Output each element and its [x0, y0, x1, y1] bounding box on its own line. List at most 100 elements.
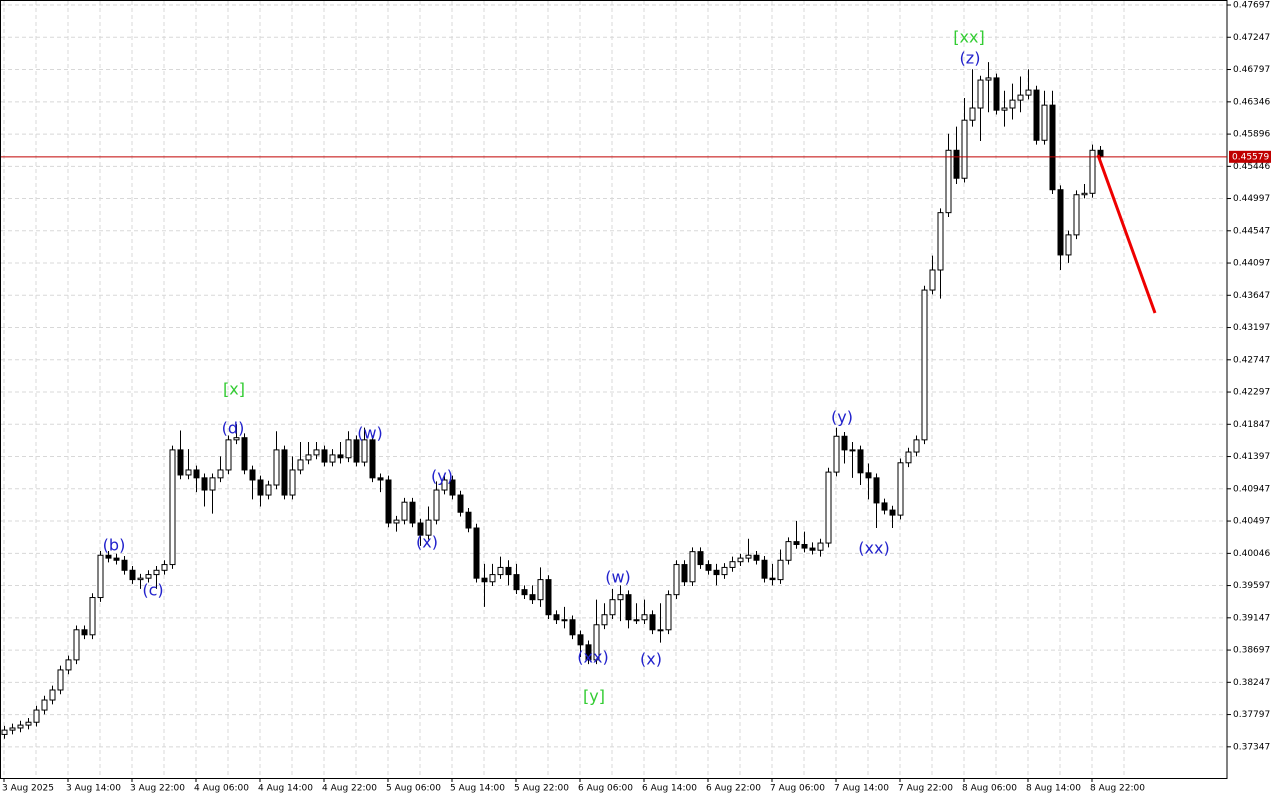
y-tick-label: 0.38247 [1233, 678, 1270, 688]
y-tick-label: 0.37347 [1233, 742, 1270, 752]
wave-label: [x] [223, 380, 245, 399]
y-tick-label: 0.44547 [1233, 226, 1270, 236]
candle-body [857, 449, 864, 474]
wave-label: (z) [960, 49, 981, 68]
candle-body [929, 269, 936, 291]
candle-body [1081, 192, 1088, 196]
forecast-arrow [1096, 154, 1157, 314]
y-tick-label: 0.38697 [1233, 646, 1270, 656]
candle-body [9, 727, 16, 731]
y-tick-label: 0.47247 [1233, 33, 1270, 43]
candle-body [25, 721, 32, 726]
candle-body [745, 554, 752, 559]
candle-body [105, 554, 112, 559]
candle-body [185, 469, 192, 476]
candle-body [993, 77, 1000, 111]
candle-body [801, 543, 808, 549]
candle-body [945, 149, 952, 214]
y-tick-label: 0.46797 [1233, 65, 1270, 75]
wave-label: (xx) [577, 648, 608, 667]
wave-label: (x) [640, 650, 662, 669]
x-tick-label: 3 Aug 22:00 [130, 784, 185, 794]
candle-body [409, 501, 416, 524]
candle-body [737, 557, 744, 563]
y-tick-label: 0.41397 [1233, 452, 1270, 462]
candle-body [193, 469, 200, 479]
candle-body [873, 477, 880, 504]
candle-body [169, 449, 176, 566]
candle-body [649, 614, 656, 631]
candle-body [1065, 234, 1072, 256]
candle-body [561, 619, 568, 622]
candle-body [201, 477, 208, 491]
candle-body [601, 614, 608, 626]
candle-body [473, 527, 480, 579]
y-tick-label: 0.46346 [1233, 97, 1270, 107]
candle-body [825, 471, 832, 544]
candle-body [449, 479, 456, 496]
candle-body [497, 566, 504, 576]
wave-label: (xx) [858, 539, 889, 558]
x-tick-label: 7 Aug 14:00 [834, 784, 889, 794]
candle-body [713, 569, 720, 576]
candle-body [1009, 99, 1016, 109]
candle-body [817, 542, 824, 551]
wave-label: (c) [142, 581, 163, 600]
wave-label: (d) [222, 419, 245, 438]
wave-label: (b) [103, 536, 126, 555]
candle-body [849, 449, 856, 452]
candle-body [297, 459, 304, 471]
y-tick-label: 0.44997 [1233, 194, 1270, 204]
wave-label: (x) [416, 533, 438, 552]
candle-body [49, 689, 56, 701]
candle-body [377, 477, 384, 481]
candle-body [481, 577, 488, 583]
candle-body [921, 289, 928, 441]
x-tick-label: 5 Aug 06:00 [386, 784, 441, 794]
plot-border [0, 0, 1228, 779]
candle-body [793, 541, 800, 545]
candle-body [369, 439, 376, 479]
candle-body [209, 477, 216, 491]
candle-body [905, 451, 912, 464]
candle-body [537, 579, 544, 601]
x-tick-label: 4 Aug 14:00 [258, 784, 313, 794]
candle-body [1089, 149, 1096, 194]
candle-body [513, 574, 520, 591]
x-tick-label: 6 Aug 06:00 [578, 784, 633, 794]
candle-body [977, 79, 984, 109]
candle-body [305, 454, 312, 461]
candle-body [113, 557, 120, 561]
candle-body [89, 597, 96, 636]
candle-body [177, 449, 184, 476]
y-tick-label: 0.45446 [1233, 162, 1270, 172]
x-tick-label: 5 Aug 22:00 [514, 784, 569, 794]
candle-body [969, 107, 976, 121]
y-tick-label: 0.39597 [1233, 581, 1270, 591]
candle-body [265, 484, 272, 496]
y-tick-label: 0.40947 [1233, 484, 1270, 494]
candle-body [233, 437, 240, 441]
candle-body [785, 541, 792, 561]
candle-body [337, 454, 344, 459]
wave-label: [xx] [953, 28, 984, 47]
candle-body [697, 551, 704, 566]
candle-body [617, 594, 624, 601]
candle-body [33, 709, 40, 723]
candle-body [577, 634, 584, 646]
y-tick-label: 0.43647 [1233, 291, 1270, 301]
wave-label: (y) [831, 408, 853, 427]
candle-body [1, 729, 8, 735]
candle-body [1025, 89, 1032, 96]
y-tick-label: 0.39147 [1233, 613, 1270, 623]
candle-body [681, 564, 688, 583]
candle-body [809, 547, 816, 551]
candle-body [1073, 194, 1080, 236]
candle-body [593, 624, 600, 661]
candle-body [1033, 89, 1040, 141]
candle-body [1049, 104, 1056, 191]
candle-body [225, 439, 232, 471]
candle-body [361, 439, 368, 463]
y-tick-label: 0.37797 [1233, 710, 1270, 720]
